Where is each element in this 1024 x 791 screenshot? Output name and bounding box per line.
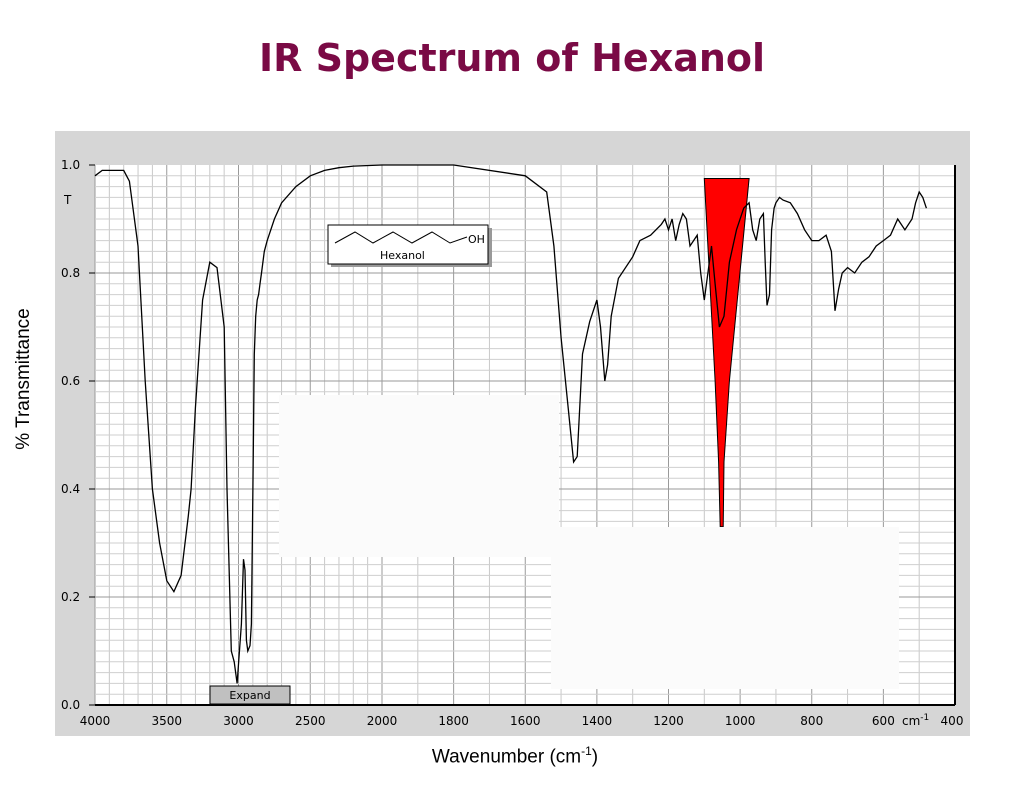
x-tick-label: 1000 bbox=[725, 714, 756, 728]
x-axis-label-end: ) bbox=[591, 746, 599, 768]
hydroxyl-label: OH bbox=[468, 233, 485, 246]
x-unit-superscript: -1 bbox=[920, 713, 929, 723]
x-tick-label: 400 bbox=[941, 714, 964, 728]
y-tick-label: 0.0 bbox=[61, 698, 80, 712]
y-axis-letter: T bbox=[63, 193, 72, 207]
y-tick-labels: 0.0 0.2 0.4 0.6 0.8 1.0 bbox=[61, 158, 95, 712]
x-tick-label: 2000 bbox=[367, 714, 398, 728]
x-axis-label: Wavenumber (cm-1) bbox=[300, 744, 730, 768]
x-tick-label: 3000 bbox=[223, 714, 254, 728]
x-tick-label: 2500 bbox=[295, 714, 326, 728]
chart-title: IR Spectrum of Hexanol bbox=[258, 36, 766, 80]
x-axis-label-superscript: -1 bbox=[581, 744, 592, 758]
y-tick-label: 0.6 bbox=[61, 374, 80, 388]
x-unit-label: cm-1 bbox=[902, 713, 929, 728]
x-tick-label: 1600 bbox=[510, 714, 541, 728]
carbon-chain bbox=[334, 231, 468, 244]
y-tick-label: 0.2 bbox=[61, 590, 80, 604]
expand-button[interactable]: Expand bbox=[209, 685, 291, 705]
x-tick-label: 1800 bbox=[438, 714, 469, 728]
molecule-label: Hexanol bbox=[380, 249, 425, 262]
spectrum-line bbox=[94, 164, 928, 684]
blank-region-right bbox=[551, 527, 899, 689]
expand-button-label: Expand bbox=[229, 689, 270, 702]
structure-box: OH Hexanol bbox=[327, 224, 492, 267]
x-axis-label-main: Wavenumber (cm bbox=[431, 746, 582, 768]
x-tick-label: 4000 bbox=[80, 714, 111, 728]
blank-region-left bbox=[279, 395, 559, 557]
x-unit-main: cm bbox=[902, 714, 920, 728]
y-tick-label: 1.0 bbox=[61, 158, 80, 172]
highlight-peak bbox=[703, 178, 750, 528]
x-tick-label: 600 bbox=[872, 714, 895, 728]
spectrum-plot: 0.0 0.2 0.4 0.6 0.8 1.0 4000 3500 3000 2500 2000 1… bbox=[55, 131, 970, 736]
x-tick-label: 1200 bbox=[653, 714, 684, 728]
x-tick-label: 3500 bbox=[151, 714, 182, 728]
y-tick-label: 0.8 bbox=[61, 266, 80, 280]
y-tick-label: 0.4 bbox=[61, 482, 80, 496]
x-tick-labels: 4000 3500 3000 2500 2000 1800 1600 1400 1200 1000… bbox=[80, 714, 964, 728]
x-tick-label: 1400 bbox=[582, 714, 613, 728]
y-axis-label: % Transmittance bbox=[13, 308, 34, 450]
x-tick-label: 800 bbox=[800, 714, 823, 728]
